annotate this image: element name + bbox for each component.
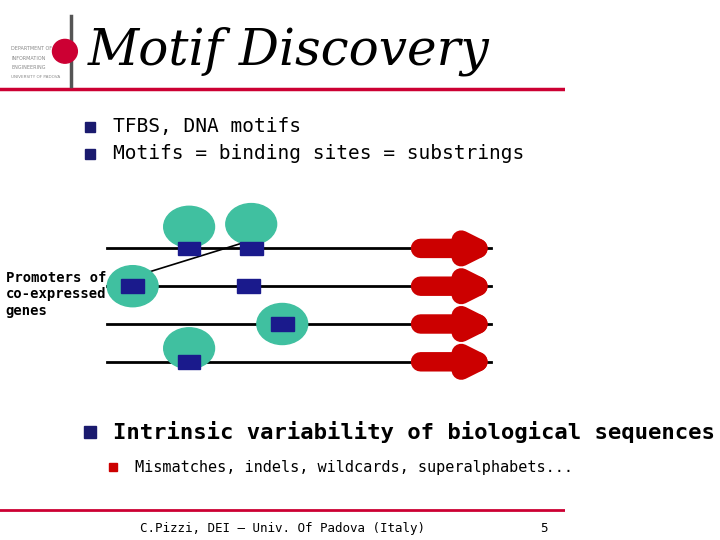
Ellipse shape — [226, 204, 276, 245]
Text: TFBS, DNA motifs: TFBS, DNA motifs — [113, 117, 301, 137]
Text: ENGINEERING: ENGINEERING — [12, 65, 46, 70]
Text: Intrinsic variability of biological sequences: Intrinsic variability of biological sequ… — [113, 421, 715, 443]
Ellipse shape — [107, 266, 158, 307]
Text: Promoters of
co-expressed
genes: Promoters of co-expressed genes — [6, 271, 106, 318]
Text: UNIVERSITY OF PADOVA: UNIVERSITY OF PADOVA — [12, 75, 60, 78]
Ellipse shape — [163, 328, 215, 369]
Ellipse shape — [257, 303, 307, 345]
Bar — [240, 241, 263, 255]
Text: Motifs = binding sites = substrings: Motifs = binding sites = substrings — [113, 144, 524, 164]
Bar — [271, 317, 294, 330]
Bar — [178, 241, 200, 255]
Text: INFORMATION: INFORMATION — [12, 56, 45, 60]
Ellipse shape — [163, 206, 215, 247]
Bar — [178, 355, 200, 368]
Text: Mismatches, indels, wildcards, superalphabets...: Mismatches, indels, wildcards, superalph… — [135, 460, 574, 475]
Bar — [122, 280, 144, 293]
Circle shape — [53, 39, 77, 63]
Text: C.Pizzi, DEI – Univ. Of Padova (Italy): C.Pizzi, DEI – Univ. Of Padova (Italy) — [140, 522, 425, 535]
Text: Motif Discovery: Motif Discovery — [88, 26, 490, 76]
Text: 5: 5 — [540, 522, 548, 535]
Bar — [237, 280, 260, 293]
Text: DEPARTMENT OF: DEPARTMENT OF — [12, 46, 53, 51]
